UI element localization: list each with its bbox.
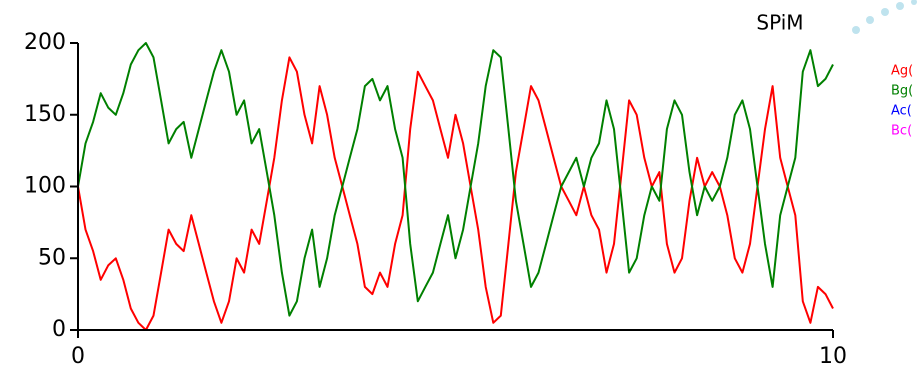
legend-label: Ag( <box>891 64 913 79</box>
x-tick-label: 0 <box>71 344 85 369</box>
y-tick-label: 100 <box>24 174 66 199</box>
y-tick-label: 0 <box>52 317 66 342</box>
series-line <box>77 42 834 317</box>
y-tick-label: 50 <box>38 245 66 270</box>
legend-label: Ac( <box>891 104 912 119</box>
legend-label: Bc( <box>891 124 912 139</box>
x-tick-label: 10 <box>819 344 847 369</box>
series-line <box>77 56 834 331</box>
y-tick-label: 150 <box>24 102 66 127</box>
legend-label: Bg( <box>891 84 913 99</box>
y-tick-label: 200 <box>24 30 66 55</box>
chart-title: SPiM <box>756 11 803 35</box>
decoration <box>852 0 917 34</box>
